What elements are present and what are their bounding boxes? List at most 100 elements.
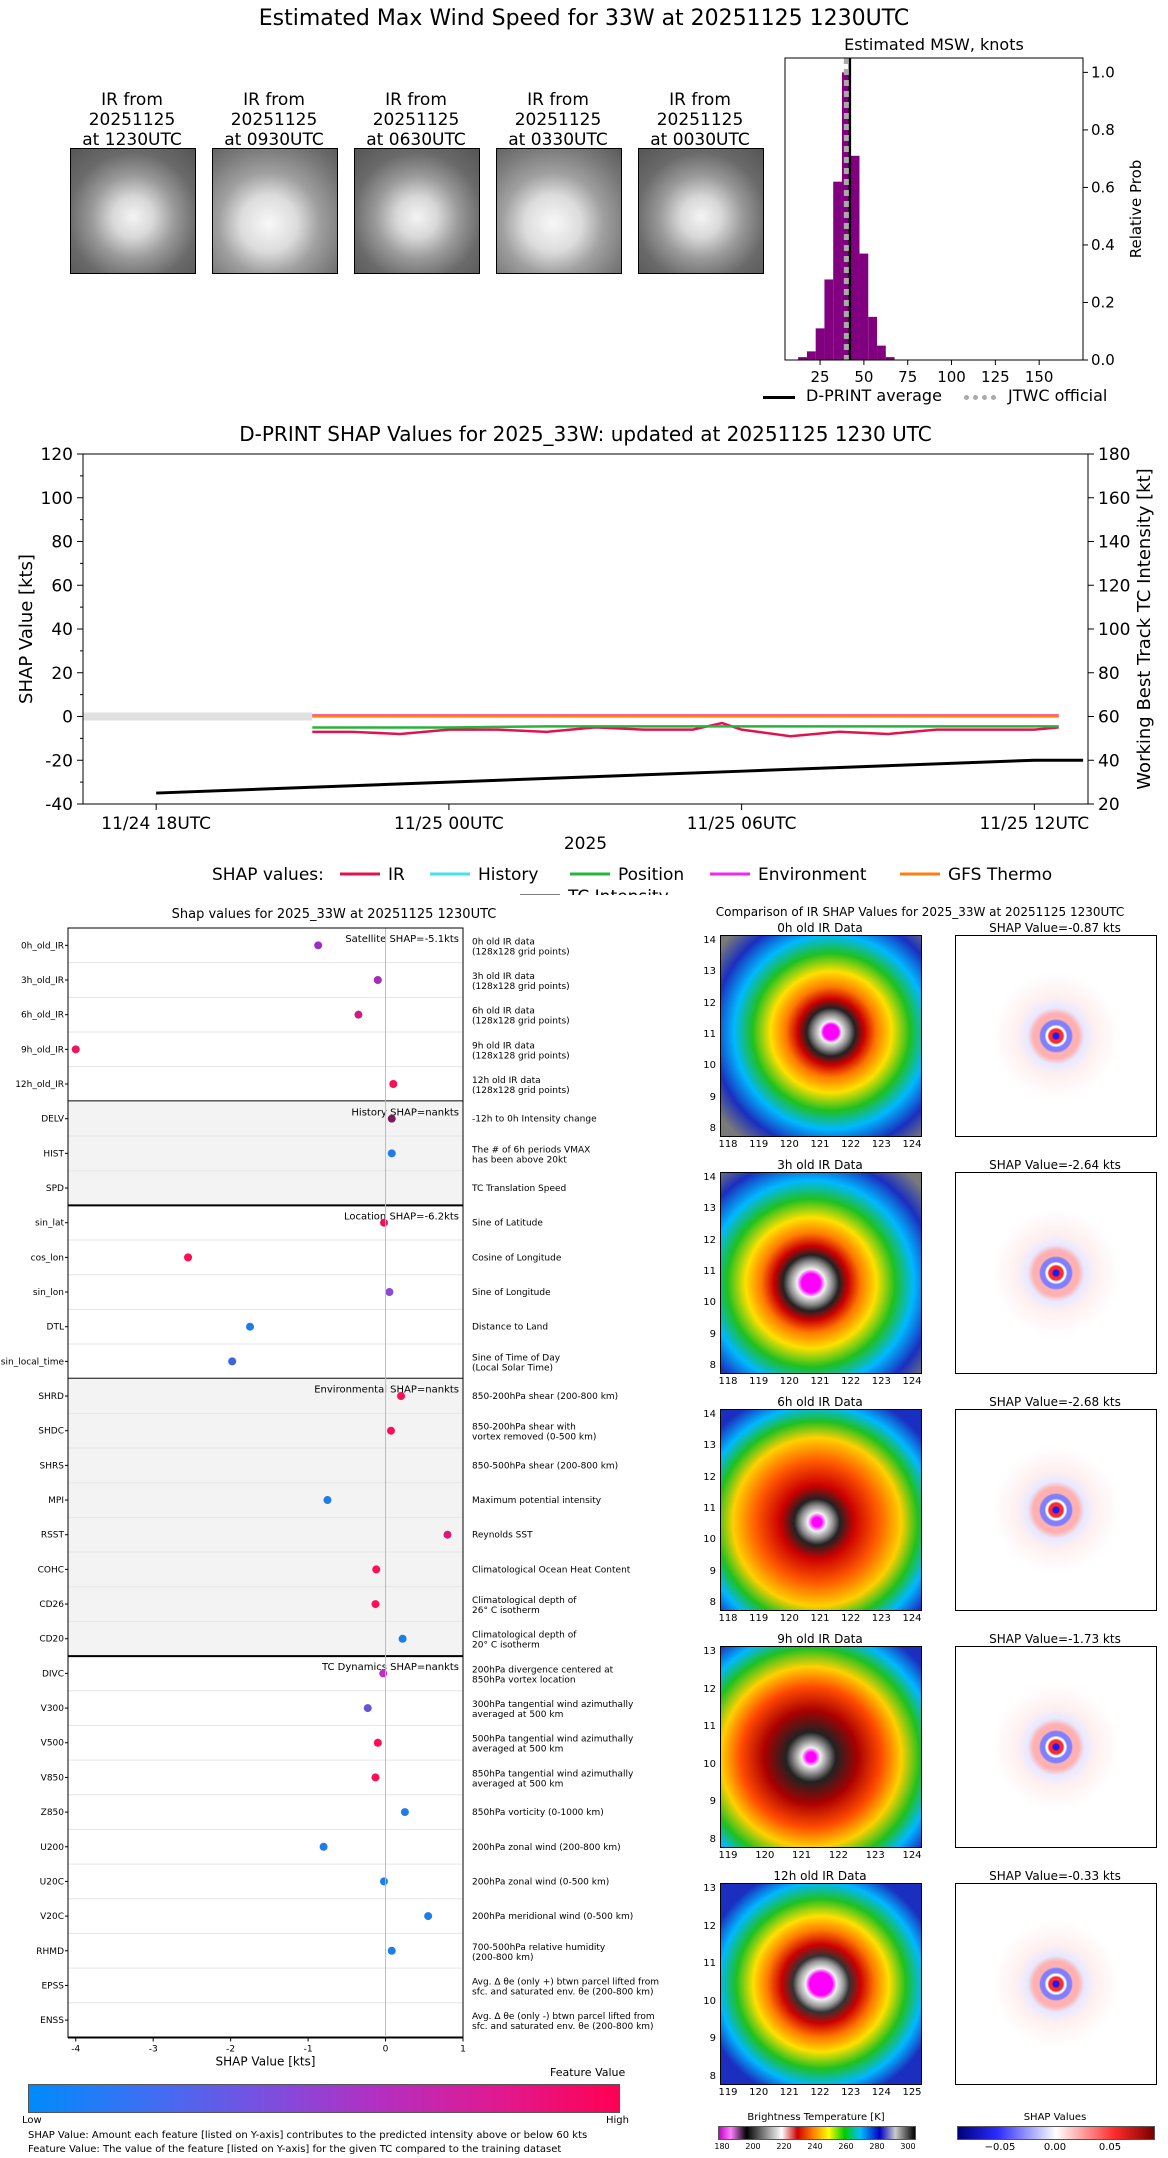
ir-map (720, 1883, 922, 2085)
feature-label: RSST (41, 1531, 65, 1541)
feature-description-line1: 3h old IR data (472, 972, 535, 982)
ir-map-xtick-label: 123 (871, 1376, 891, 1387)
ir-map-xtick-label: 121 (779, 2087, 799, 2098)
ir-map-title: 9h old IR Data (777, 1632, 863, 1646)
timeseries-xlabel: 2025 (564, 834, 607, 854)
timeseries-ytick-label: 0 (62, 708, 73, 728)
ir-map-ytick-label: 10 (703, 1758, 716, 1770)
ir-caption-line1: IR from (669, 90, 731, 110)
ir-map-ytick-label: 8 (709, 1123, 716, 1134)
ir-map-ytick-label: 13 (703, 1646, 716, 1657)
feature-description-line2: (128x128 grid points) (472, 947, 570, 957)
timeseries-y2tick-label: 120 (1098, 576, 1130, 596)
shap-timeseries-chart: D-PRINT SHAP Values for 2025_33W: update… (16, 422, 1155, 895)
feature-description-line1: Climatological Ocean Heat Content (472, 1565, 631, 1575)
feature-colorbar-title: Feature Value (550, 2066, 626, 2079)
feature-description-line2: (128x128 grid points) (472, 982, 570, 992)
bt-colorbar-tick-label: 200 (745, 2142, 761, 2151)
msw-histogram: Estimated MSW, knots 25 50 75 100 125 150 0.0 0.… (784, 35, 1145, 386)
shap-point (71, 1045, 80, 1054)
group-label: History SHAP=nankts (351, 1107, 459, 1118)
ir-map-xtick-label: 120 (755, 1850, 775, 1861)
feature-description-line2: sfc. and saturated env. θe (200-800 km) (472, 2022, 654, 2032)
histogram-ylabel: Relative Prob (1127, 160, 1145, 259)
ir-map-xtick-label: 122 (810, 2087, 830, 2098)
ir-map-ytick-label: 10 (703, 1995, 716, 2007)
feature-description-line1: Sine of Latitude (472, 1219, 543, 1229)
dotplot-title: Shap values for 2025_33W at 20251125 123… (172, 907, 497, 922)
histogram-xtick-label: 75 (898, 368, 917, 386)
ir-map-xtick-label: 118 (718, 1139, 738, 1150)
shap-point (387, 1114, 396, 1123)
feature-label: HIST (43, 1149, 64, 1159)
feature-label: CD20 (39, 1635, 64, 1645)
feature-description-line1: 500hPa tangential wind azimuthally (472, 1735, 634, 1745)
ir-map-ytick-label: 11 (703, 1503, 716, 1514)
dotplot-xtick-label: -4 (71, 2044, 80, 2054)
feature-description-line1: TC Translation Speed (471, 1184, 566, 1194)
ir-thumbnail-image (354, 148, 480, 274)
page-title: Estimated Max Wind Speed for 33W at 2025… (258, 6, 910, 31)
feature-description-line1: 200hPa divergence centered at (472, 1665, 614, 1675)
jtwc-legend-label: JTWC official (1008, 386, 1108, 405)
shap-point (385, 1288, 394, 1297)
shap-point (371, 1600, 380, 1609)
timeseries-ytick-label: 120 (41, 445, 73, 465)
feature-description-line1: 200hPa zonal wind (0-500 km) (472, 1877, 609, 1887)
timeseries-ylabel: SHAP Value [kts] (16, 554, 37, 704)
feature-label: SHDC (38, 1427, 64, 1437)
feature-label: sin_lon (33, 1288, 64, 1298)
ir-map-ytick-label: 11 (703, 1266, 716, 1277)
feature-description-line1: 9h old IR data (472, 1041, 535, 1051)
ir-map-ytick-label: 9 (709, 1565, 716, 1577)
feature-description-line1: 0h old IR data (472, 937, 535, 947)
ir-panel-caption: IR from 20251125 at 1230UTC (50, 90, 214, 150)
dotplot-xlabel: SHAP Value [kts] (216, 2054, 316, 2068)
shap-point (424, 1912, 433, 1921)
bt-colorbar-tick-label: 300 (900, 2142, 916, 2151)
feature-colorbar (28, 2084, 620, 2113)
ir-map-xtick-label: 124 (902, 1139, 922, 1150)
feature-description-line2: 20° C isotherm (472, 1641, 540, 1651)
timeseries-y2tick-label: 140 (1098, 533, 1130, 553)
shap-point (372, 1565, 381, 1574)
ir-map-xtick-label: 124 (902, 1613, 922, 1624)
feature-description-line2: (Local Solar Time) (472, 1363, 553, 1373)
ir-map-xtick-label: 123 (841, 2087, 861, 2098)
shap-point (387, 1946, 396, 1955)
ir-map-xtick-label: 122 (841, 1139, 861, 1150)
ir-caption-line1: IR from (527, 90, 589, 110)
ir-map-ytick-label: 9 (709, 1328, 716, 1340)
ir-map-ytick-label: 8 (709, 2071, 716, 2082)
shap-point (400, 1808, 409, 1817)
feature-label: Z850 (41, 1808, 65, 1818)
ir-caption-line1: IR from (385, 90, 447, 110)
histogram-ytick-label: 0.0 (1091, 351, 1115, 369)
histogram-frame (784, 57, 1084, 361)
ir-panel-caption: IR from 20251125 at 0630UTC (334, 90, 498, 150)
ir-map-ytick-label: 11 (703, 1721, 716, 1733)
ir-map-xtick-label: 121 (792, 1850, 812, 1861)
feature-description-line2: 26° C isotherm (472, 1606, 540, 1616)
ir-map (720, 1172, 922, 1374)
ir-map-ytick-label: 12 (703, 1920, 716, 1932)
feature-label: 6h_old_IR (21, 1011, 64, 1021)
ir-map-ytick-label: 12 (703, 997, 716, 1009)
ir-caption-line3: at 0630UTC (366, 130, 466, 150)
feature-label: ENSS (40, 2016, 64, 2026)
feature-description-line1: Avg. Δ θe (only -) btwn parcel lifted fr… (472, 2012, 655, 2022)
dotplot-frame (67, 927, 464, 2038)
shap-point (323, 1496, 332, 1505)
ir-map-ytick-label: 14 (703, 1409, 716, 1420)
ir-caption-line3: at 0930UTC (224, 130, 324, 150)
ir-map (720, 1646, 922, 1848)
ir-caption-line3: at 0030UTC (650, 130, 750, 150)
feature-description-line2: (128x128 grid points) (472, 1051, 570, 1061)
histogram-bar (850, 155, 860, 360)
histogram-title: Estimated MSW, knots (844, 35, 1024, 54)
feature-description-line1: 850-200hPa shear with (472, 1423, 576, 1433)
ir-map-ytick-label: 12 (703, 1234, 716, 1246)
feature-label: V300 (41, 1704, 65, 1714)
footnote-shap: SHAP Value: Amount each feature [listed … (28, 2130, 588, 2141)
timeseries-y2label: Working Best Track TC Intensity [kt] (1134, 468, 1155, 789)
